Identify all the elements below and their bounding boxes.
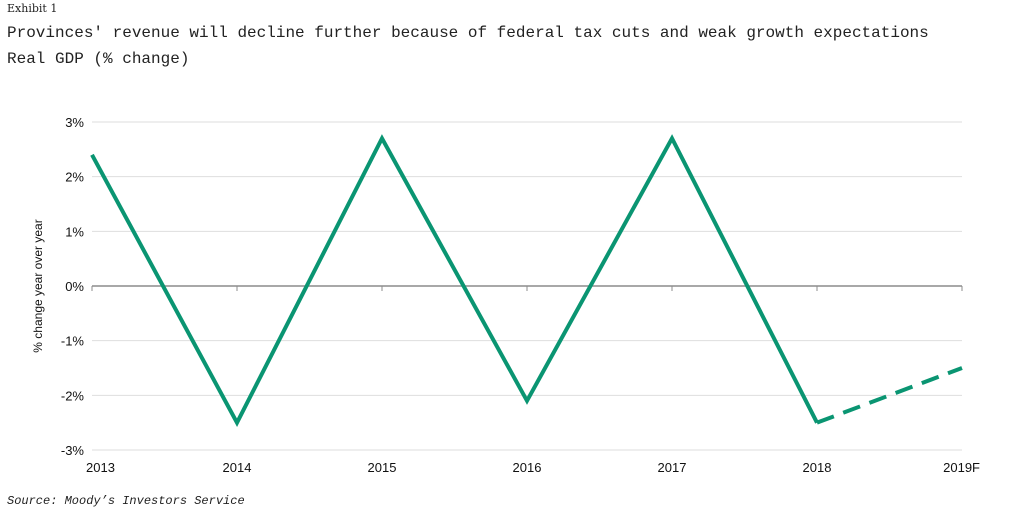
y-axis-ticks: 3% 2% 1% 0% -1% -2% -3% <box>61 115 85 458</box>
y-tick-label: 1% <box>65 224 84 239</box>
x-tick-label: 2014 <box>223 460 252 475</box>
y-tick-label: -3% <box>61 443 85 458</box>
exhibit-label: Exhibit 1 <box>7 2 58 15</box>
y-tick-label: -2% <box>61 388 85 403</box>
x-tick-label: 2018 <box>803 460 832 475</box>
y-tick-label: 0% <box>65 279 84 294</box>
chart-subtitle: Real GDP (% change) <box>7 50 190 68</box>
series-lines <box>90 134 963 427</box>
x-axis-ticks: 2013 2014 2015 2016 2017 2018 2019F <box>86 286 980 475</box>
source-note: Source: Moody’s Investors Service <box>7 494 245 508</box>
y-tick-label: 2% <box>65 170 84 185</box>
y-axis-label: % change year over year <box>31 219 45 352</box>
forecast-line <box>816 366 963 425</box>
chart-title: Provinces' revenue will decline further … <box>7 24 929 42</box>
x-tick-label: 2016 <box>513 460 542 475</box>
x-tick-label: 2013 <box>86 460 115 475</box>
gdp-line <box>90 134 819 427</box>
y-tick-label: 3% <box>65 115 84 130</box>
y-tick-label: -1% <box>61 334 85 349</box>
x-tick-label: 2015 <box>368 460 397 475</box>
x-tick-label: 2019F <box>943 460 980 475</box>
line-chart: 3%2%1%0%-1%-2%-3% 2013 2014 2015 2016 2017 20… <box>31 115 980 475</box>
x-tick-label: 2017 <box>658 460 687 475</box>
